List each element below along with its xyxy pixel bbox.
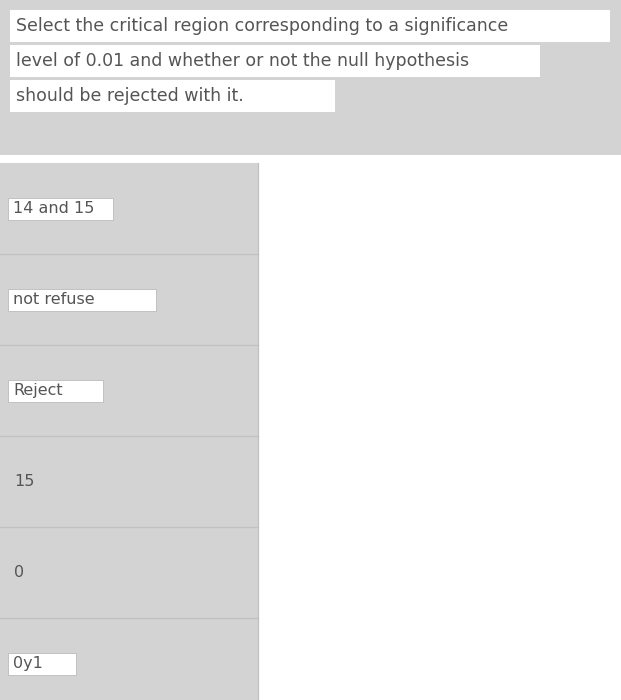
Bar (10, 45, 540, 77)
Text: 0y1: 0y1 (13, 656, 43, 671)
Bar (8, 652, 76, 675)
Bar (0, 155, 621, 163)
Text: 15: 15 (14, 474, 34, 489)
Bar (0, 0, 621, 155)
Text: level of 0.01 and whether or not the null hypothesis: level of 0.01 and whether or not the nul… (16, 52, 469, 70)
Text: Select the critical region corresponding to a significance: Select the critical region corresponding… (16, 17, 508, 35)
Text: 14 and 15: 14 and 15 (13, 201, 94, 216)
Bar (258, 163, 621, 700)
Text: not refuse: not refuse (13, 292, 94, 307)
Text: should be rejected with it.: should be rejected with it. (16, 87, 244, 105)
Bar (8, 288, 156, 311)
Bar (0, 163, 258, 700)
Text: 0: 0 (14, 565, 24, 580)
Bar (8, 197, 113, 220)
Text: Reject: Reject (13, 383, 63, 398)
Bar (10, 80, 335, 112)
Bar (10, 10, 610, 42)
Bar (8, 379, 103, 402)
